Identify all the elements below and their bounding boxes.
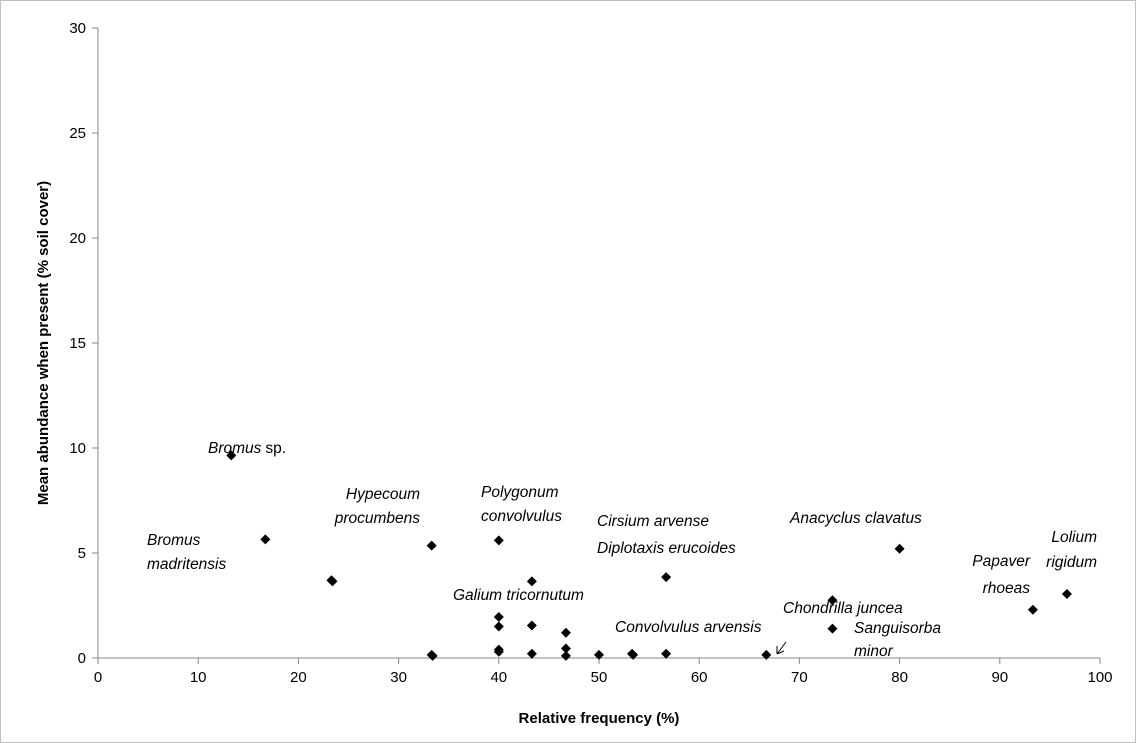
data-point — [427, 650, 438, 661]
data-point — [594, 649, 604, 660]
x-axis-title: Relative frequency (%) — [519, 710, 680, 727]
data-point — [493, 621, 504, 632]
data-point — [526, 648, 537, 659]
y-tick-label: 30 — [69, 20, 86, 37]
annotation: Hypecoum — [346, 486, 420, 503]
y-tick-label: 0 — [78, 650, 86, 667]
annotation: madritensis — [147, 556, 226, 573]
x-tick-label: 90 — [991, 669, 1008, 686]
y-tick-label: 25 — [69, 125, 86, 142]
annotation-text: sp. — [265, 440, 286, 457]
x-tick-label: 60 — [691, 669, 708, 686]
annotation: Lolium — [1051, 529, 1097, 546]
y-axis-title: Mean abundance when present (% soil cove… — [35, 181, 52, 505]
annotation: Papaver — [972, 553, 1031, 570]
data-point — [761, 649, 772, 660]
annotation: convolvulus — [481, 508, 562, 525]
annotation-arrow — [776, 641, 787, 655]
data-point — [661, 648, 672, 659]
data-point — [560, 643, 571, 654]
y-tick-label: 15 — [69, 335, 86, 352]
annotation: Anacyclus clavatus — [789, 510, 922, 527]
data-point — [560, 627, 571, 638]
data-point — [226, 450, 237, 461]
y-tick-label: 10 — [69, 440, 86, 457]
annotation: Polygonum — [481, 484, 559, 501]
x-tick-label: 70 — [791, 669, 808, 686]
data-point — [260, 534, 271, 545]
annotation: procumbens — [334, 510, 421, 527]
annotation: Bromus sp. — [208, 440, 286, 457]
annotation: Bromus — [147, 532, 201, 549]
annotation: rhoeas — [983, 580, 1031, 597]
x-tick-label: 100 — [1087, 669, 1112, 686]
data-point — [526, 620, 537, 631]
annotation: minor — [854, 643, 894, 660]
data-point — [426, 540, 437, 551]
x-tick-label: 0 — [94, 669, 102, 686]
data-point — [327, 576, 338, 587]
annotation: Convolvulus arvensis — [615, 619, 762, 636]
annotation-text: Bromus — [208, 440, 262, 457]
annotation: rigidum — [1046, 554, 1097, 571]
data-point — [526, 576, 537, 587]
data-point — [827, 623, 838, 634]
x-tick-label: 30 — [390, 669, 407, 686]
data-point — [493, 612, 504, 623]
y-tick-label: 20 — [69, 230, 86, 247]
data-point — [1027, 604, 1038, 615]
annotation: Galium tricornutum — [453, 587, 584, 604]
data-point — [493, 646, 504, 657]
y-tick-label: 5 — [78, 545, 86, 562]
data-point — [1061, 588, 1072, 599]
annotation: Chondrilla juncea — [783, 600, 903, 617]
x-tick-label: 50 — [591, 669, 608, 686]
data-point — [661, 572, 672, 583]
x-tick-label: 20 — [290, 669, 307, 686]
annotation: Diplotaxis erucoides — [597, 540, 736, 557]
x-tick-label: 80 — [891, 669, 908, 686]
data-point — [894, 543, 905, 554]
x-tick-label: 10 — [190, 669, 207, 686]
x-tick-label: 40 — [490, 669, 507, 686]
annotation: Sanguisorba — [854, 620, 941, 637]
data-point — [493, 535, 504, 546]
data-point — [827, 595, 838, 606]
data-point — [628, 649, 639, 660]
annotation: Cirsium arvense — [597, 513, 709, 530]
data-point — [560, 650, 571, 661]
